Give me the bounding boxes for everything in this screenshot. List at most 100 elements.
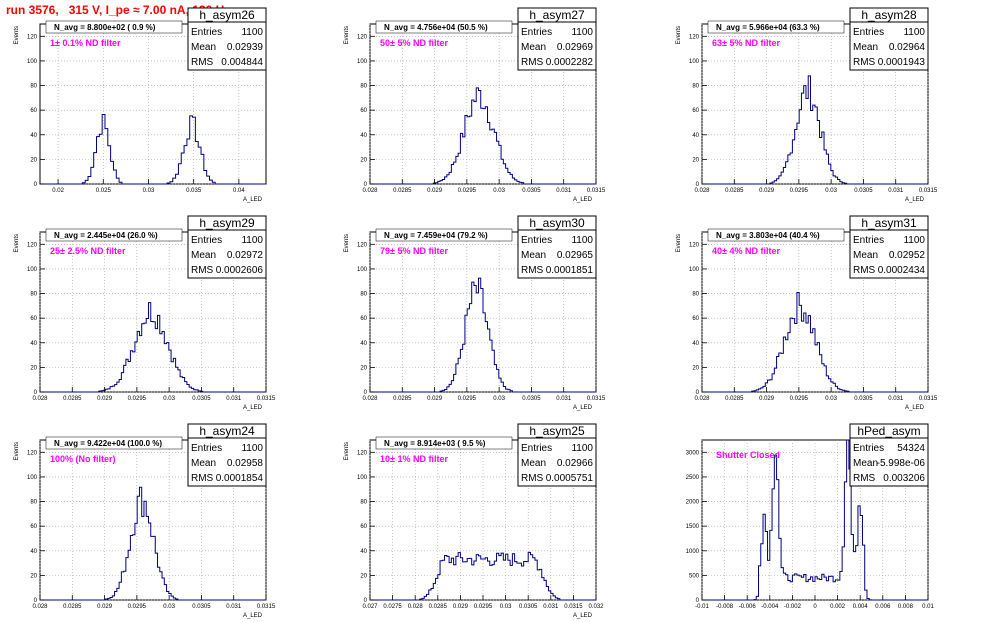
x-tick-label: 0.0295 — [790, 396, 809, 402]
y-tick-label: 120 — [357, 34, 368, 40]
navg-label: N_avg = 9.422e+04 (100.0 %) — [54, 439, 162, 448]
y-axis-title: Events — [14, 234, 20, 252]
x-tick-label: 0.029 — [427, 188, 443, 194]
stats-box — [517, 423, 597, 487]
x-tick-label: 0.029 — [427, 396, 443, 402]
x-tick-label: 0.031 — [556, 188, 572, 194]
y-tick-label: 0 — [696, 598, 700, 604]
stats-value: 0.0001851 — [546, 265, 594, 276]
x-tick-label: 0.028 — [362, 396, 378, 402]
y-axis-title: Events — [14, 442, 20, 460]
x-tick-label: 0.03 — [163, 396, 175, 402]
navg-box — [45, 20, 183, 34]
stats-label: Mean — [853, 458, 878, 469]
stats-label: Mean — [521, 250, 546, 261]
y-axis-title: Events — [676, 234, 682, 252]
navg-label: N_avg = 3.803e+04 (40.4 %) — [716, 231, 820, 240]
x-tick-label: 0.0305 — [854, 188, 873, 194]
stats-label: Entries — [853, 27, 884, 38]
x-tick-label: 0.03 — [825, 396, 837, 402]
x-tick-label: 0.028 — [408, 604, 424, 610]
y-tick-label: 40 — [30, 133, 37, 139]
x-tick-label: 0.031 — [226, 396, 242, 402]
x-tick-label: -0.006 — [739, 604, 757, 610]
stats-label: Mean — [853, 42, 878, 53]
y-tick-label: 20 — [692, 365, 699, 371]
y-tick-label: 0 — [696, 182, 700, 188]
x-tick-label: 0.0285 — [63, 396, 82, 402]
x-tick-label: 0.0295 — [458, 396, 477, 402]
stats-value: 1100 — [241, 27, 263, 38]
filter-note: 63± 5% ND filter — [712, 38, 780, 48]
y-tick-label: 40 — [30, 341, 37, 347]
x-tick-label: 0.0315 — [919, 396, 938, 402]
x-tick-label: 0.028 — [694, 396, 710, 402]
x-axis-title: A_LED — [905, 197, 925, 203]
y-tick-label: 80 — [30, 84, 37, 90]
x-tick-label: 0.0285 — [393, 188, 412, 194]
y-tick-label: 0 — [364, 598, 368, 604]
y-tick-label: 40 — [692, 341, 699, 347]
stats-value: 1100 — [903, 235, 925, 246]
y-tick-label: 20 — [692, 157, 699, 163]
x-tick-label: -0.01 — [695, 604, 709, 610]
histogram-name: hPed_asym — [857, 424, 920, 438]
x-tick-label: 0.031 — [556, 396, 572, 402]
x-tick-label: 0.0275 — [383, 604, 402, 610]
x-tick-label: 0.0305 — [192, 604, 211, 610]
histogram-name: h_asym29 — [199, 216, 255, 230]
y-tick-label: 20 — [30, 573, 37, 579]
stats-value: 0.02965 — [557, 250, 594, 261]
x-tick-label: 0.031 — [888, 188, 904, 194]
stats-value: 54324 — [897, 443, 925, 454]
y-tick-label: 40 — [692, 133, 699, 139]
x-tick-label: 0.0305 — [522, 188, 541, 194]
histogram-bars — [40, 113, 266, 185]
y-tick-label: 1000 — [686, 549, 700, 555]
stats-label: RMS — [521, 265, 544, 276]
y-tick-label: 60 — [692, 108, 699, 114]
y-tick-label: 100 — [357, 475, 368, 481]
stats-box — [517, 7, 597, 71]
x-tick-label: 0.0305 — [519, 604, 538, 610]
x-tick-label: 0.04 — [233, 188, 245, 194]
stats-value: 1100 — [571, 443, 593, 454]
stats-value: 0.02966 — [557, 458, 594, 469]
x-tick-label: 0.0295 — [790, 188, 809, 194]
histogram-bars — [702, 292, 928, 393]
x-tick-label: 0.028 — [694, 188, 710, 194]
x-tick-label: 0.0305 — [522, 396, 541, 402]
y-tick-label: 120 — [27, 242, 38, 248]
navg-box — [375, 436, 513, 450]
histogram-bars — [370, 87, 596, 185]
navg-label: N_avg = 5.966e+04 (63.3 %) — [716, 23, 820, 32]
histogram-bars — [40, 486, 266, 601]
x-tick-label: 0.01 — [922, 604, 934, 610]
histogram-name: h_asym28 — [861, 8, 917, 22]
stats-value: 0.02964 — [889, 42, 926, 53]
y-tick-label: 40 — [360, 133, 367, 139]
y-tick-label: 100 — [27, 475, 38, 481]
y-tick-label: 80 — [692, 84, 699, 90]
y-tick-label: 60 — [360, 524, 367, 530]
y-axis-title: Events — [344, 26, 350, 44]
stats-value: 0.0002606 — [216, 265, 264, 276]
y-tick-label: 60 — [30, 108, 37, 114]
y-tick-label: 500 — [689, 573, 700, 579]
y-tick-label: 40 — [360, 549, 367, 555]
x-tick-label: 0.03 — [493, 396, 505, 402]
navg-box — [707, 228, 845, 242]
stats-value: 0.0005751 — [546, 473, 594, 484]
stats-value: 0.0002282 — [546, 57, 594, 68]
x-tick-label: 0.0285 — [429, 604, 448, 610]
stats-box — [187, 7, 267, 71]
stats-box — [849, 423, 929, 487]
y-tick-label: 0 — [364, 390, 368, 396]
x-tick-label: 0.029 — [759, 188, 775, 194]
histogram-name: h_asym24 — [199, 424, 255, 438]
x-axis-title: A_LED — [573, 197, 593, 203]
stats-value: 1100 — [241, 235, 263, 246]
stats-box — [849, 7, 929, 71]
x-tick-label: 0.029 — [759, 396, 775, 402]
